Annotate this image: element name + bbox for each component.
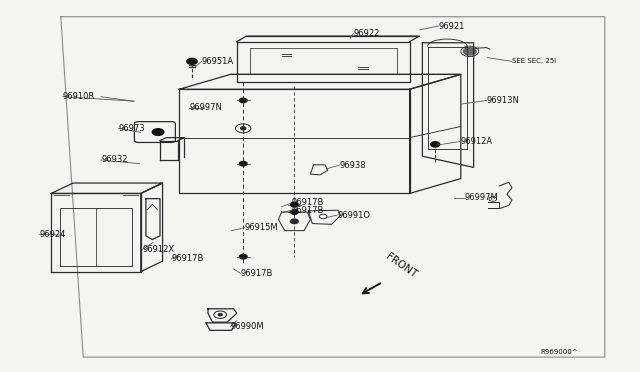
Text: 96910R: 96910R [63,92,95,101]
Text: 96938: 96938 [339,161,366,170]
Text: SEE SEC. 25I: SEE SEC. 25I [512,58,556,64]
Text: 96917B: 96917B [172,254,204,263]
Circle shape [187,58,197,64]
Circle shape [239,161,247,166]
Text: 96921: 96921 [438,22,465,31]
Circle shape [239,98,247,103]
Text: R969000^: R969000^ [541,349,579,355]
Text: 96932: 96932 [101,155,127,164]
Text: 96917B: 96917B [292,198,324,207]
Circle shape [431,142,440,147]
Circle shape [463,48,476,55]
Text: 96951A: 96951A [202,57,234,66]
Text: 96912X: 96912X [143,245,175,254]
Text: 96917B: 96917B [292,206,324,215]
Text: 96991O: 96991O [337,211,371,219]
Circle shape [291,219,298,224]
Text: 96917B: 96917B [241,269,273,278]
Text: 96973: 96973 [118,124,145,133]
Text: 96915M: 96915M [244,223,278,232]
Text: 96997N: 96997N [189,103,222,112]
Circle shape [291,210,298,214]
Text: 96922: 96922 [353,29,380,38]
Text: 96924: 96924 [40,230,66,239]
Circle shape [239,254,247,259]
Text: FRONT: FRONT [384,251,419,280]
Text: 96990M: 96990M [230,322,264,331]
Text: 96913N: 96913N [486,96,519,105]
Circle shape [241,127,246,130]
Text: 96997M: 96997M [465,193,499,202]
Circle shape [291,202,298,207]
Text: 96912A: 96912A [461,137,493,146]
Circle shape [152,129,164,135]
Circle shape [218,314,222,316]
